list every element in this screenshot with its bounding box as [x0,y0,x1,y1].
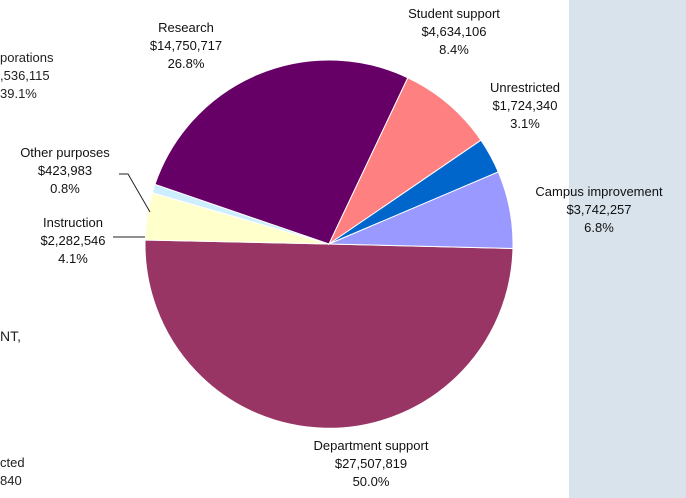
slice-label-other-purposes: Other purposes $423,983 0.8% [20,145,110,196]
leader-line-other-purposes [119,173,151,213]
cutoff-label-unrestricted-name: cted [0,455,25,470]
pie-slice-campus-improvement [328,171,514,250]
cutoff-label-corporations-percent: 39.1% [0,86,37,101]
slice-label-student-support: Student support $4,634,106 8.4% [408,6,500,57]
slice-label-campus-improvement: Campus improvement $3,742,257 6.8% [535,184,663,235]
slice-label-instruction: Instruction $2,282,546 4.1% [40,215,105,266]
slice-label-unrestricted: Unrestricted $1,724,340 3.1% [490,80,560,131]
cutoff-text-fragment: NT, [0,328,21,344]
cutoff-label-corporations-amount: ,536,115 [0,68,50,83]
cutoff-label-unrestricted-amount: 840 [0,473,22,488]
pie-slice-research [154,59,409,245]
slice-label-department-support: Department support $27,507,819 50.0% [314,438,429,489]
slice-label-research: Research $14,750,717 26.8% [150,20,222,71]
side-panel [569,0,686,498]
pie-slice-department-support [144,239,514,429]
pie-slice-student-support [327,77,482,246]
cutoff-label-corporations-name: porations [0,50,54,65]
